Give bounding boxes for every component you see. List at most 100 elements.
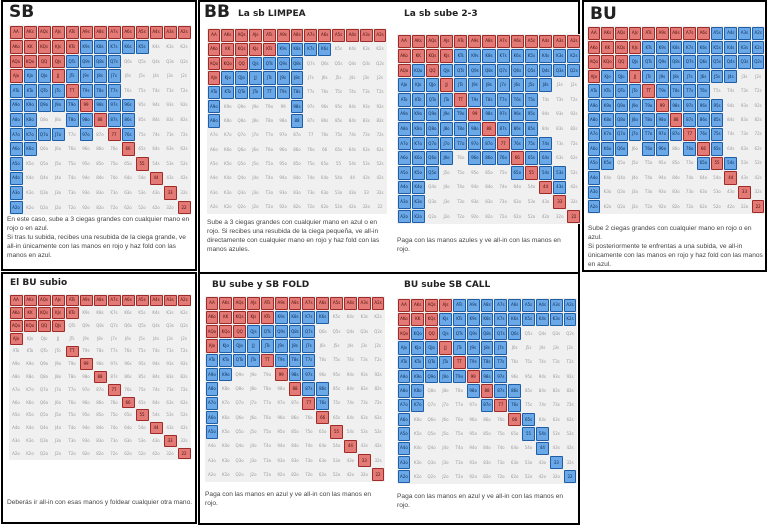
hand-cell-j9s: J9s	[274, 339, 288, 353]
hand-cell-aa: AA	[9, 25, 23, 40]
hand-cell-t4s: T4s	[542, 96, 550, 102]
hand-cell-t5s: T5s	[713, 88, 721, 94]
hand-cell-63o: 63o	[124, 190, 132, 196]
hand-cell-63s: 63s	[556, 155, 564, 161]
hand-cell-93o: 93o	[82, 437, 90, 443]
hand-cell-32o: 32o	[166, 204, 174, 210]
bb-title: BB	[204, 2, 230, 22]
hand-cell-43o: 43o	[538, 459, 547, 465]
hand-cell-94o: 94o	[469, 445, 477, 451]
hand-cell-t9o: T9o	[642, 98, 655, 113]
hand-cell-64s: 64s	[348, 146, 356, 152]
hand-cell-a5o: A5o	[397, 166, 411, 180]
hand-cell-74o: 74o	[110, 425, 118, 431]
hand-cell-j7o: J7o	[442, 402, 449, 408]
hand-cell-j3s: J3s	[553, 345, 560, 351]
sb-vs-bu-panel: El BU subio AA AKs AQs AJs ATs A9s A8s A7s A6s A5…	[1, 272, 197, 524]
hand-cell-t2s: T2s	[180, 348, 188, 354]
hand-cell-82o: 82o	[96, 450, 104, 456]
hand-cell-t6s: T6s	[321, 89, 329, 95]
hand-cell-95o: 95o	[279, 160, 287, 166]
hand-cell-j2o: J2o	[250, 471, 257, 477]
hand-cell-j3s: J3s	[167, 73, 173, 79]
hand-cell-a9o: A9o	[207, 100, 221, 114]
hand-cell-86s: 86s	[124, 373, 132, 379]
hand-cell-k9o: K9o	[411, 107, 425, 122]
hand-cell-q8s: Q8s	[482, 63, 496, 78]
hand-cell-54o: 54o	[138, 425, 146, 431]
hand-cell-82s: 82s	[570, 125, 578, 131]
hand-cell-k5o: K5o	[221, 428, 230, 434]
hand-cell-a2s: A2s	[373, 28, 387, 42]
hand-cell-j8s: J8s	[669, 69, 683, 84]
hand-cell-j5o: J5o	[443, 169, 450, 175]
hand-cell-74s: 74s	[538, 402, 546, 408]
hand-cell-j8s: J8s	[97, 335, 103, 341]
hand-cell-k4o: K4o	[411, 180, 425, 195]
hand-cell-t3o: T3o	[455, 459, 464, 465]
hand-cell-q3o: Q3o	[235, 457, 244, 463]
hand-cell-k8o: K8o	[411, 122, 425, 136]
hand-cell-a4s: A4s	[149, 25, 163, 40]
hand-cell-j6o: J6o	[54, 399, 62, 405]
hand-cell-ako: AKo	[397, 49, 411, 63]
hand-cell-q2o: Q2o	[427, 473, 436, 479]
hand-cell-k9o: K9o	[23, 98, 37, 113]
hand-cell-52o: 52o	[713, 203, 721, 209]
hand-cell-j5s: J5s	[524, 78, 539, 92]
hand-cell-tt: TT	[642, 84, 655, 98]
bb-sbcall-description: Paga con las manos en azul y ve all-in c…	[397, 492, 577, 510]
hand-cell-84o: 84o	[291, 443, 299, 449]
hand-cell-77: 77	[494, 398, 508, 412]
hand-cell-j7o: J7o	[51, 127, 65, 142]
hand-cell-q7o: Q7o	[614, 127, 628, 142]
hand-cell-qjo: QJo	[37, 69, 51, 83]
hand-cell-93s: 93s	[556, 111, 564, 117]
hand-cell-k3s: K3s	[360, 314, 368, 320]
hand-cell-62o: 62o	[513, 213, 522, 219]
hand-cell-a3s: A3s	[549, 298, 563, 312]
hand-cell-72o: 72o	[110, 450, 118, 456]
hand-cell-q9s: Q9s	[79, 54, 93, 69]
hand-cell-kjo: KJo	[411, 78, 425, 92]
hand-cell-ajs: AJs	[628, 26, 642, 40]
hand-cell-t9s: T9s	[466, 355, 480, 370]
hand-cell-ats: ATs	[642, 26, 655, 40]
hand-cell-k3s: K3s	[362, 46, 370, 52]
hand-cell-q3o: Q3o	[428, 199, 437, 205]
hand-cell-94o: 94o	[82, 425, 90, 431]
hand-cell-66: 66	[697, 142, 710, 156]
hand-cell-a5o: A5o	[205, 425, 219, 439]
hand-cell-jto: JTo	[439, 355, 452, 370]
hand-cell-t7s: T7s	[307, 89, 315, 95]
hand-cell-87o: 87o	[482, 136, 496, 151]
hand-cell-j5s: J5s	[333, 343, 340, 349]
hand-cell-98s: 98s	[96, 361, 104, 367]
hand-cell-qto: QTo	[425, 92, 439, 107]
hand-cell-k3s: K3s	[166, 43, 174, 49]
hand-cell-j8o: J8o	[442, 387, 449, 393]
hand-cell-73o: 73o	[305, 457, 313, 463]
hand-cell-52s: 52s	[566, 430, 574, 436]
hand-cell-t2o: T2o	[68, 204, 76, 210]
hand-cell-a5s: A5s	[135, 294, 149, 307]
hand-cell-54s: 54s	[152, 412, 160, 418]
hand-cell-k6s: K6s	[318, 42, 332, 57]
hand-cell-82s: 82s	[374, 385, 382, 391]
hand-cell-73s: 73s	[740, 131, 749, 137]
hand-cell-65s: 65s	[710, 142, 724, 156]
hand-cell-a4s: A4s	[539, 34, 553, 49]
hand-cell-99: 99	[655, 98, 669, 113]
hand-cell-82s: 82s	[566, 387, 574, 393]
hand-cell-a2o: A2o	[208, 471, 216, 477]
hand-cell-97s: 97s	[307, 103, 315, 109]
hand-cell-k5o: K5o	[223, 160, 232, 166]
hand-cell-t8s: T8s	[96, 348, 104, 354]
hand-cell-q9s: Q9s	[466, 327, 480, 341]
hand-cell-a6s: A6s	[318, 28, 332, 42]
hand-cell-76s: 76s	[508, 398, 522, 412]
hand-cell-j9o: J9o	[252, 103, 259, 109]
hand-cell-72s: 72s	[374, 400, 382, 406]
hand-cell-q5s: Q5s	[138, 58, 146, 64]
hand-cell-65o: 65o	[510, 166, 524, 180]
